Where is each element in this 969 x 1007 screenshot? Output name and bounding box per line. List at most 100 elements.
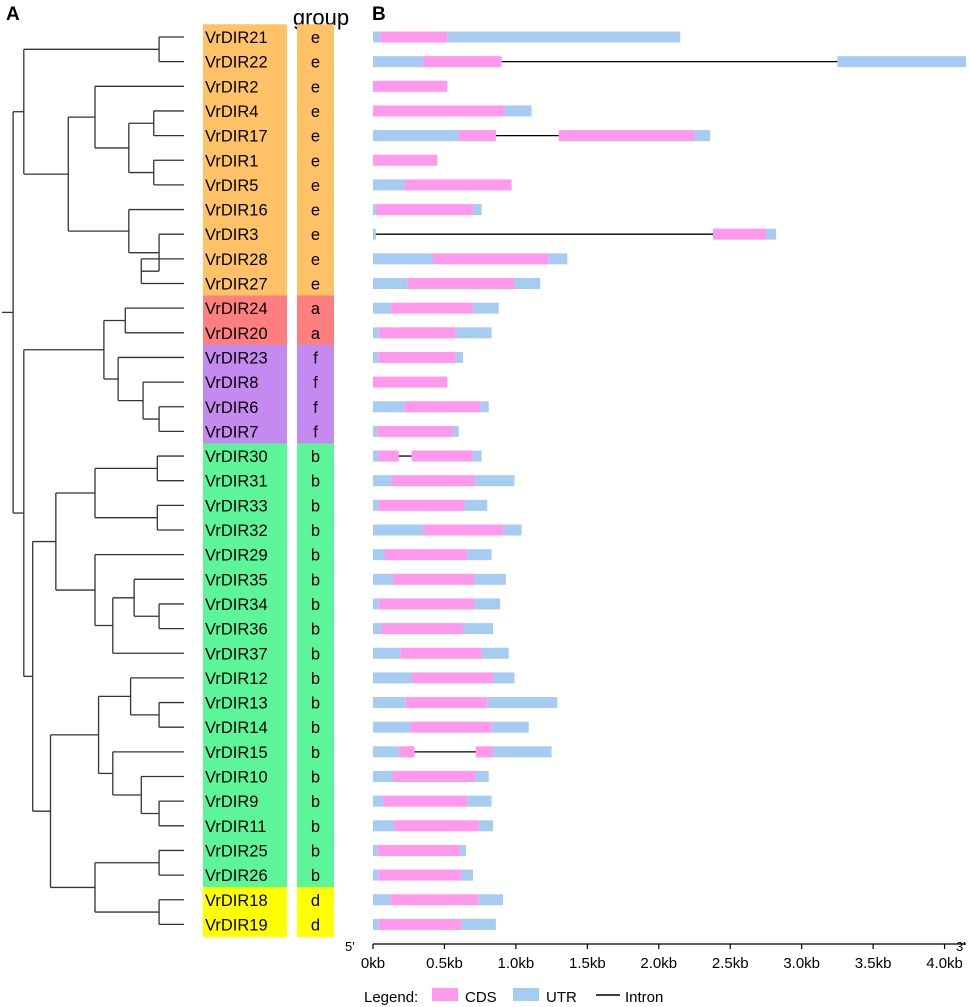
group-cell-bg-VrDIR24 xyxy=(297,295,334,321)
utr-VrDIR23-2 xyxy=(455,351,464,363)
group-letter-VrDIR4: e xyxy=(311,103,320,121)
group-letter-VrDIR26: b xyxy=(311,867,320,885)
group-cell-bg-VrDIR11 xyxy=(297,813,334,839)
gene-label-VrDIR11: VrDIR11 xyxy=(205,818,266,836)
gene-label-bg-VrDIR35 xyxy=(203,566,287,593)
gene-label-bg-VrDIR9 xyxy=(203,788,287,814)
gene-label-VrDIR5: VrDIR5 xyxy=(205,177,258,195)
cds-VrDIR9-1 xyxy=(383,795,468,807)
group-letter-VrDIR31: b xyxy=(311,473,320,491)
utr-VrDIR34-0 xyxy=(373,598,379,610)
utr-VrDIR3-0 xyxy=(373,228,376,240)
group-letter-VrDIR29: b xyxy=(311,547,320,565)
group-letter-VrDIR23: f xyxy=(313,349,318,367)
group-cell-bg-VrDIR8 xyxy=(297,369,334,395)
utr-VrDIR11-2 xyxy=(478,820,494,832)
group-letter-VrDIR36: b xyxy=(311,621,320,639)
utr-VrDIR27-2 xyxy=(514,278,541,289)
group-cell-bg-VrDIR10 xyxy=(297,763,334,790)
utr-VrDIR16-2 xyxy=(473,204,482,216)
group-letter-VrDIR18: d xyxy=(311,892,320,910)
cds-VrDIR28-1 xyxy=(433,253,549,265)
gene-label-VrDIR8: VrDIR8 xyxy=(205,374,258,392)
group-cell-bg-VrDIR20 xyxy=(297,320,334,346)
group-cell-bg-VrDIR9 xyxy=(297,788,334,814)
utr-VrDIR11-0 xyxy=(373,820,395,832)
group-letter-VrDIR9: b xyxy=(311,793,320,811)
legend-utr-label: UTR xyxy=(546,989,577,1006)
group-letter-VrDIR7: f xyxy=(313,423,318,441)
gene-label-bg-VrDIR7 xyxy=(203,418,287,445)
utr-VrDIR32-2 xyxy=(503,524,522,536)
group-letter-VrDIR24: a xyxy=(311,300,321,318)
gene-label-VrDIR21: VrDIR21 xyxy=(205,29,268,47)
gene-label-VrDIR13: VrDIR13 xyxy=(205,695,268,713)
utr-VrDIR14-2 xyxy=(491,721,529,733)
utr-VrDIR10-0 xyxy=(373,771,394,782)
gene-label-bg-VrDIR18 xyxy=(203,887,287,913)
group-letter-VrDIR21: e xyxy=(311,29,320,47)
gene-label-VrDIR34: VrDIR34 xyxy=(205,596,268,614)
group-cell-bg-VrDIR1 xyxy=(297,147,334,173)
gene-label-VrDIR2: VrDIR2 xyxy=(205,78,258,96)
utr-VrDIR26-0 xyxy=(373,869,379,881)
utr-VrDIR5-0 xyxy=(373,179,405,191)
cds-VrDIR12-1 xyxy=(411,672,494,684)
cds-VrDIR30-3 xyxy=(411,450,474,462)
gene-label-VrDIR37: VrDIR37 xyxy=(205,645,268,663)
cds-VrDIR32-1 xyxy=(423,524,504,536)
gene-label-bg-VrDIR6 xyxy=(203,394,287,420)
utr-VrDIR7-2 xyxy=(453,425,459,437)
utr-VrDIR25-0 xyxy=(373,844,378,856)
utr-VrDIR24-2 xyxy=(473,302,499,314)
utr-VrDIR26-2 xyxy=(461,869,474,881)
group-cell-bg-VrDIR19 xyxy=(297,911,334,938)
gene-label-bg-VrDIR19 xyxy=(203,911,287,938)
utr-VrDIR6-0 xyxy=(373,401,405,413)
gene-label-VrDIR35: VrDIR35 xyxy=(205,571,268,589)
legend-cds-label: CDS xyxy=(465,989,497,1006)
gene-label-bg-VrDIR11 xyxy=(203,813,287,839)
gene-label-VrDIR20: VrDIR20 xyxy=(205,325,268,343)
gene-label-bg-VrDIR29 xyxy=(203,541,287,568)
group-cell-bg-VrDIR25 xyxy=(297,837,334,864)
group-cell-bg-VrDIR22 xyxy=(297,48,334,75)
group-letter-VrDIR27: e xyxy=(311,276,320,294)
utr-VrDIR27-0 xyxy=(373,278,408,289)
utr-VrDIR29-0 xyxy=(373,549,385,561)
group-cell-bg-VrDIR13 xyxy=(297,689,334,716)
gene-label-VrDIR16: VrDIR16 xyxy=(205,202,268,220)
group-letter-VrDIR20: a xyxy=(311,325,321,343)
group-cell-bg-VrDIR15 xyxy=(297,739,334,765)
utr-VrDIR29-2 xyxy=(467,549,492,561)
cds-VrDIR5-1 xyxy=(404,179,512,191)
cds-VrDIR10-1 xyxy=(393,771,476,782)
group-cell-bg-VrDIR31 xyxy=(297,467,334,494)
axis-tick-label-3.0kb: 3.0kb xyxy=(783,955,820,972)
cds-VrDIR16-1 xyxy=(375,204,474,216)
panel-a-label: A xyxy=(6,4,20,25)
group-letter-VrDIR28: e xyxy=(311,251,320,269)
cds-VrDIR15-1 xyxy=(398,746,415,758)
utr-VrDIR4-1 xyxy=(504,105,532,117)
group-letter-VrDIR17: e xyxy=(311,128,320,146)
group-letter-VrDIR15: b xyxy=(311,744,320,762)
group-letter-VrDIR32: b xyxy=(311,522,320,540)
phylogenetic-tree xyxy=(2,36,184,926)
cds-VrDIR22-1 xyxy=(423,56,502,68)
cds-VrDIR8-0 xyxy=(373,376,448,388)
utr-VrDIR17-4 xyxy=(694,130,711,142)
cds-VrDIR17-3 xyxy=(558,130,695,142)
group-letter-VrDIR16: e xyxy=(311,202,320,220)
group-cell-bg-VrDIR17 xyxy=(297,122,334,149)
utr-VrDIR31-0 xyxy=(373,475,392,487)
gene-label-column: VrDIR21 VrDIR22 VrDIR2 VrDIR4 VrDIR17 VrDIR1 V… xyxy=(203,24,287,938)
gene-label-VrDIR31: VrDIR31 xyxy=(205,473,268,491)
cds-VrDIR30-1 xyxy=(378,450,399,462)
utr-VrDIR36-2 xyxy=(463,623,494,635)
utr-VrDIR31-2 xyxy=(474,475,515,487)
utr-VrDIR28-0 xyxy=(373,253,434,265)
utr-VrDIR14-0 xyxy=(373,721,411,733)
gene-label-VrDIR24: VrDIR24 xyxy=(205,300,268,318)
